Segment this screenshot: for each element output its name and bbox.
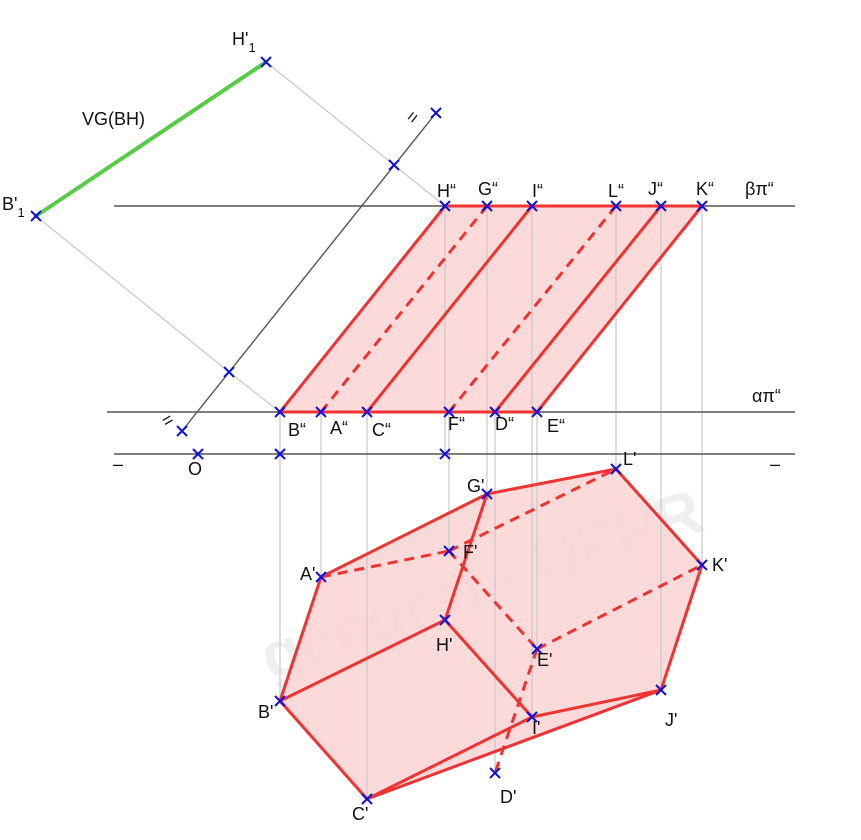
point-marker xyxy=(274,406,286,418)
edge xyxy=(535,204,704,414)
projection-lines xyxy=(35,61,703,799)
hidden-edge xyxy=(320,549,450,579)
point-marker xyxy=(439,200,451,212)
point-marker xyxy=(274,695,286,707)
hidden-edge xyxy=(536,563,703,651)
label-c-top: C' xyxy=(352,804,368,824)
point-marker xyxy=(696,559,708,571)
label-b-top: B' xyxy=(258,702,273,722)
point-marker xyxy=(531,406,543,418)
point-marker xyxy=(315,571,327,583)
hidden-edges xyxy=(319,205,703,774)
point-marker xyxy=(610,200,622,212)
label-a-top: A' xyxy=(300,564,315,584)
point-marker xyxy=(274,448,286,460)
edge xyxy=(278,618,447,703)
point-marker xyxy=(526,711,538,723)
label-g-front: G“ xyxy=(478,179,498,199)
label-f-front: F“ xyxy=(448,414,465,434)
label-c-front: C“ xyxy=(372,420,391,440)
edge xyxy=(365,715,534,801)
point-marker xyxy=(610,463,622,475)
alpha-trace-label: απ“ xyxy=(752,386,781,406)
point-marker xyxy=(481,488,493,500)
beta-trace-label: βπ“ xyxy=(745,179,774,199)
point-marker xyxy=(443,545,455,557)
hidden-edge xyxy=(493,648,539,774)
true-length-label: VG(BH) xyxy=(82,109,145,129)
label-d-front: D“ xyxy=(495,414,514,434)
labels: βπ“ απ“ VG(BH) H'1 B'1 O H“ G“ I“ L“ J“ … xyxy=(2,29,781,824)
label-d-top: D' xyxy=(500,787,516,807)
label-l-top: L' xyxy=(623,449,636,469)
construction-line xyxy=(35,215,230,373)
true-length-segment xyxy=(34,60,268,218)
edge xyxy=(278,204,447,414)
edge xyxy=(493,204,663,414)
label-g-top: G' xyxy=(467,476,484,496)
edge xyxy=(443,618,534,719)
label-l-front: L“ xyxy=(608,181,624,201)
point-marker xyxy=(655,200,667,212)
label-h1-aux: H'1 xyxy=(232,29,256,55)
front-view-face xyxy=(280,206,702,412)
point-marker xyxy=(443,406,455,418)
edge xyxy=(443,492,489,622)
label-h-front: H“ xyxy=(437,181,456,201)
label-e-front: E“ xyxy=(547,416,565,436)
point-marker xyxy=(439,448,451,460)
label-k-front: K“ xyxy=(696,179,714,199)
label-h-top: H' xyxy=(436,635,452,655)
hidden-edge xyxy=(447,549,539,651)
point-marker xyxy=(481,200,493,212)
point-marker xyxy=(531,643,543,655)
edge xyxy=(278,467,704,801)
construction-line xyxy=(265,61,395,166)
point-marker xyxy=(655,684,667,696)
point-marker xyxy=(439,614,451,626)
point-marker xyxy=(223,366,235,378)
label-b-front: B“ xyxy=(288,420,306,440)
label-j-top: J' xyxy=(665,710,677,730)
point-marker xyxy=(388,159,400,171)
edge xyxy=(365,204,534,414)
ground-right-mark: – xyxy=(770,454,780,474)
label-b1-aux: B'1 xyxy=(2,194,25,220)
point-markers xyxy=(30,56,708,805)
hidden-edge xyxy=(448,467,617,553)
construction-line xyxy=(393,164,446,207)
point-marker xyxy=(361,406,373,418)
point-marker xyxy=(260,56,272,68)
point-marker xyxy=(176,425,188,437)
point-marker xyxy=(696,200,708,212)
ground-left-mark: – xyxy=(113,454,123,474)
edge xyxy=(530,688,663,719)
point-marker xyxy=(489,767,501,779)
solid-faces xyxy=(280,206,702,799)
label-e-top: E' xyxy=(537,650,552,670)
label-k-top: K' xyxy=(712,555,727,575)
point-marker xyxy=(430,107,442,119)
top-view-face xyxy=(280,469,702,799)
label-i-front: I“ xyxy=(532,181,543,201)
label-o: O xyxy=(188,459,202,479)
point-marker xyxy=(526,200,538,212)
label-f-top: F' xyxy=(463,542,477,562)
point-marker xyxy=(30,210,42,222)
label-j-front: J“ xyxy=(648,179,663,199)
construction-line xyxy=(228,371,281,413)
point-marker xyxy=(192,448,204,460)
point-marker xyxy=(489,406,501,418)
point-marker xyxy=(361,793,373,805)
point-marker xyxy=(315,406,327,418)
aux-mark-top: = xyxy=(401,107,423,128)
label-a-front: A“ xyxy=(330,418,348,438)
label-i-top: I' xyxy=(532,718,540,738)
